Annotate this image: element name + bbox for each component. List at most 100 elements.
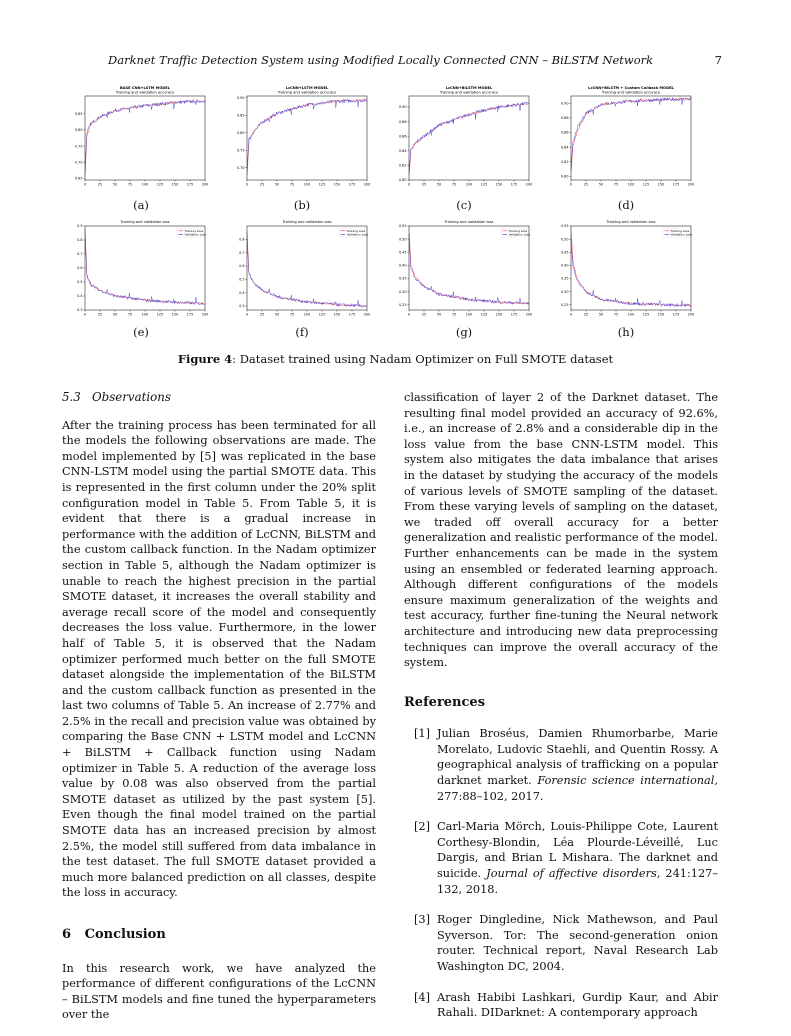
y-tick-label: 0.88: [561, 116, 569, 120]
y-tick-label: 0.80: [561, 175, 569, 179]
subplot-svg: Training and validation loss 0 25 50 75 100 12…: [561, 220, 694, 317]
y-tick-label: 0.84: [399, 149, 407, 153]
y-tick-label: 0.3: [77, 308, 82, 312]
reference-details: 241:127–132, 2018.: [437, 867, 718, 896]
x-tick-label: 125: [157, 313, 163, 317]
x-tick-label: 200: [202, 313, 208, 317]
y-tick-label: 0.7: [77, 252, 82, 256]
y-tick-label: 0.86: [561, 131, 569, 135]
x-tick-label: 175: [511, 183, 517, 187]
subplot-title: LcCNN+BiLSTM + Custom Callback MODEL: [588, 86, 674, 90]
x-tick-label: 75: [290, 313, 294, 317]
x-tick-label: 150: [334, 313, 340, 317]
subplot-svg: Training and validation loss 0 25 50 75 100 12…: [77, 220, 208, 317]
y-tick-label: 0.75: [75, 144, 83, 148]
y-tick-label: 0.90: [561, 102, 569, 106]
validation-series-line: [408, 101, 530, 173]
y-tick-label: 0.86: [399, 134, 407, 138]
reference-text: Roger Dingledine, Nick Mathewson, and Pa…: [437, 913, 718, 973]
x-tick-label: 75: [614, 183, 618, 187]
x-tick-label: 200: [526, 313, 532, 317]
x-tick-label: 175: [673, 313, 679, 317]
subplot-e: Training and validation loss 0 25 50 75 100 12…: [68, 216, 208, 322]
subplot-subtitle: Training and validation loss: [119, 220, 169, 224]
x-tick-label: 50: [437, 313, 441, 317]
x-tick-label: 100: [304, 183, 310, 187]
x-tick-label: 150: [334, 183, 340, 187]
subfig-label-b: (b): [293, 198, 311, 212]
reference-details: 277:88–102, 2017.: [437, 789, 544, 803]
legend-training-label: Training Loss: [346, 229, 366, 233]
y-tick-label: 0.82: [399, 164, 407, 168]
x-tick-label: 0: [246, 313, 248, 317]
subplot-svg: LcCNN+BiLSTM + Custom Callback MODELTrai…: [561, 86, 694, 187]
reference-item: [2] Carl-Maria Mörch, Louis-Philippe Cot…: [404, 819, 718, 897]
legend-training-label: Training Loss: [670, 229, 690, 233]
x-tick-label: 125: [481, 183, 487, 187]
validation-series-line: [408, 233, 530, 306]
x-tick-label: 125: [319, 313, 325, 317]
y-tick-label: 0.90: [237, 96, 245, 100]
subplot-h: Training and validation loss 0 25 50 75 100 12…: [554, 216, 694, 322]
x-tick-label: 125: [643, 183, 649, 187]
reference-list: [1] Julian Broséus, Damien Rhumorbarbe, …: [404, 726, 718, 1021]
x-tick-label: 25: [422, 313, 426, 317]
subplot-d: LcCNN+BiLSTM + Custom Callback MODEL Trai…: [554, 86, 694, 192]
subplot-f: Training and validation loss 0 25 50 75 100 12…: [230, 216, 370, 322]
x-tick-label: 25: [260, 313, 264, 317]
x-tick-label: 25: [422, 183, 426, 187]
y-tick-label: 0.8: [239, 238, 244, 242]
x-tick-label: 200: [364, 183, 370, 187]
legend-validation-label: Validation Loss: [509, 233, 531, 237]
plot-frame: [84, 95, 206, 181]
subfig-label-g: (g): [455, 325, 473, 339]
x-tick-label: 75: [614, 313, 618, 317]
subplot-subtitle: Training and validation loss: [281, 220, 331, 224]
x-tick-label: 75: [128, 313, 132, 317]
training-series-line: [246, 99, 368, 179]
legend-box: [338, 227, 367, 238]
plot-frame: [408, 225, 530, 311]
section-6-title: Conclusion: [84, 927, 166, 942]
legend-box: [662, 227, 691, 238]
training-series-line: [84, 100, 206, 179]
training-series-line: [408, 225, 530, 305]
subplot-title: LcCNN+LSTM MODEL: [286, 86, 329, 90]
training-series-line: [408, 102, 530, 181]
subplot-g: Training and validation loss 0 25 50 75 100 12…: [392, 216, 532, 322]
y-tick-label: 0.45: [399, 250, 407, 254]
reference-item: [3] Roger Dingledine, Nick Mathewson, an…: [404, 912, 718, 974]
plot-frame: [246, 225, 368, 311]
x-tick-label: 200: [364, 313, 370, 317]
x-tick-label: 25: [584, 313, 588, 317]
subplot-svg: Training and validation loss 0 25 50 75 100 12…: [239, 220, 370, 317]
y-tick-label: 0.70: [237, 166, 245, 170]
subfig-label-a: (a): [133, 198, 149, 212]
y-tick-label: 0.30: [399, 290, 407, 294]
validation-series-line: [84, 230, 206, 306]
subplot-b: LcCNN+LSTM MODEL Training and validation …: [230, 86, 370, 192]
subfig-label-h: (h): [617, 325, 635, 339]
left-column: 5.3 Observations After the training proc…: [62, 390, 376, 1023]
references-heading: References: [404, 694, 486, 710]
y-tick-label: 0.85: [237, 113, 245, 117]
y-tick-label: 0.3: [239, 304, 244, 308]
x-tick-label: 125: [643, 313, 649, 317]
y-tick-label: 0.84: [561, 145, 569, 149]
figure-caption: Figure 4: Dataset trained using Nadam Op…: [0, 352, 791, 366]
y-tick-label: 0.6: [77, 266, 82, 270]
figure-caption-text: : Dataset trained using Nadam Optimizer …: [232, 352, 614, 366]
x-tick-label: 150: [172, 183, 178, 187]
y-tick-label: 0.25: [399, 303, 407, 307]
y-tick-label: 0.88: [399, 120, 407, 124]
running-header: Darknet Traffic Detection System using M…: [108, 53, 722, 67]
reference-text: Julian Broséus, Damien Rhumorbarbe, Mari…: [437, 727, 718, 788]
training-series-line: [246, 228, 368, 307]
subplot-subtitle: Training and validation accuracy: [115, 91, 175, 95]
y-tick-label: 0.65: [75, 177, 83, 181]
y-tick-label: 0.5: [77, 280, 82, 284]
y-tick-label: 0.80: [399, 178, 407, 182]
section-5-3-title: Observations: [92, 390, 171, 404]
